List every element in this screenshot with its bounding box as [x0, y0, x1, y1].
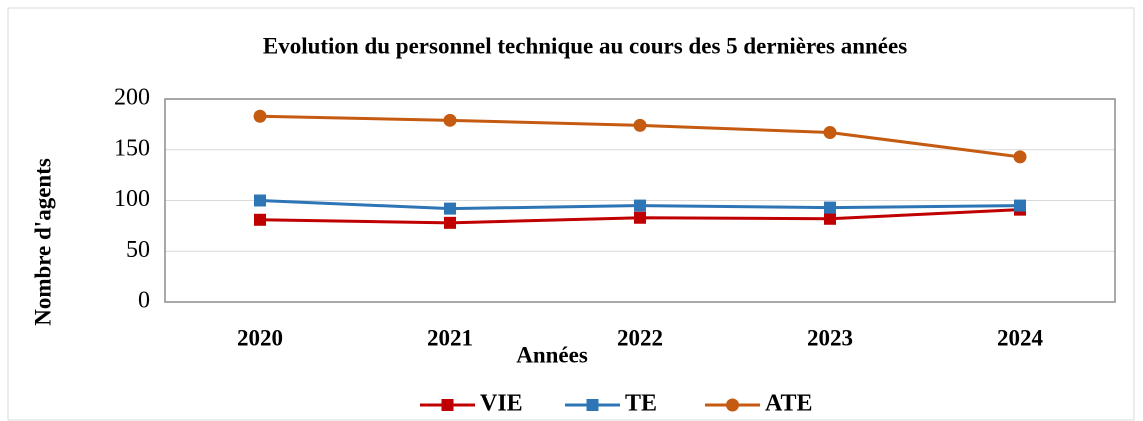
- y-tick-label: 50: [126, 237, 150, 263]
- data-point: [823, 125, 837, 139]
- x-tick-label: 2023: [807, 325, 853, 350]
- legend-marker: [441, 399, 454, 411]
- data-point: [444, 216, 456, 229]
- data-point: [254, 213, 266, 226]
- data-point: [633, 118, 647, 132]
- x-tick-label: 2022: [617, 325, 663, 350]
- y-tick-label: 100: [114, 186, 150, 212]
- y-tick-label: 150: [114, 135, 150, 161]
- data-point: [634, 211, 646, 224]
- data-point: [824, 212, 836, 225]
- legend-label: VIE: [480, 391, 523, 417]
- legend-label: ATE: [765, 391, 813, 417]
- y-tick-label: 0: [138, 288, 150, 314]
- legend-label: TE: [625, 391, 657, 417]
- data-point: [253, 109, 267, 123]
- x-tick-label: 2021: [427, 325, 473, 350]
- data-point: [824, 201, 836, 214]
- x-tick-label: 2020: [237, 325, 283, 350]
- data-point: [443, 113, 457, 127]
- y-axis-label: Nombre d'agents: [30, 158, 55, 326]
- chart-title: Evolution du personnel technique au cour…: [263, 33, 907, 58]
- legend-marker: [586, 399, 599, 411]
- data-point: [634, 199, 646, 212]
- legend-marker: [726, 398, 739, 412]
- x-axis-label: Années: [516, 342, 588, 367]
- y-tick-label: 200: [114, 85, 150, 111]
- data-point: [1013, 150, 1027, 164]
- plot-area: [164, 98, 1116, 303]
- data-point: [444, 202, 456, 215]
- x-tick-label: 2024: [997, 325, 1044, 350]
- data-point: [1014, 199, 1026, 212]
- data-point: [254, 194, 266, 207]
